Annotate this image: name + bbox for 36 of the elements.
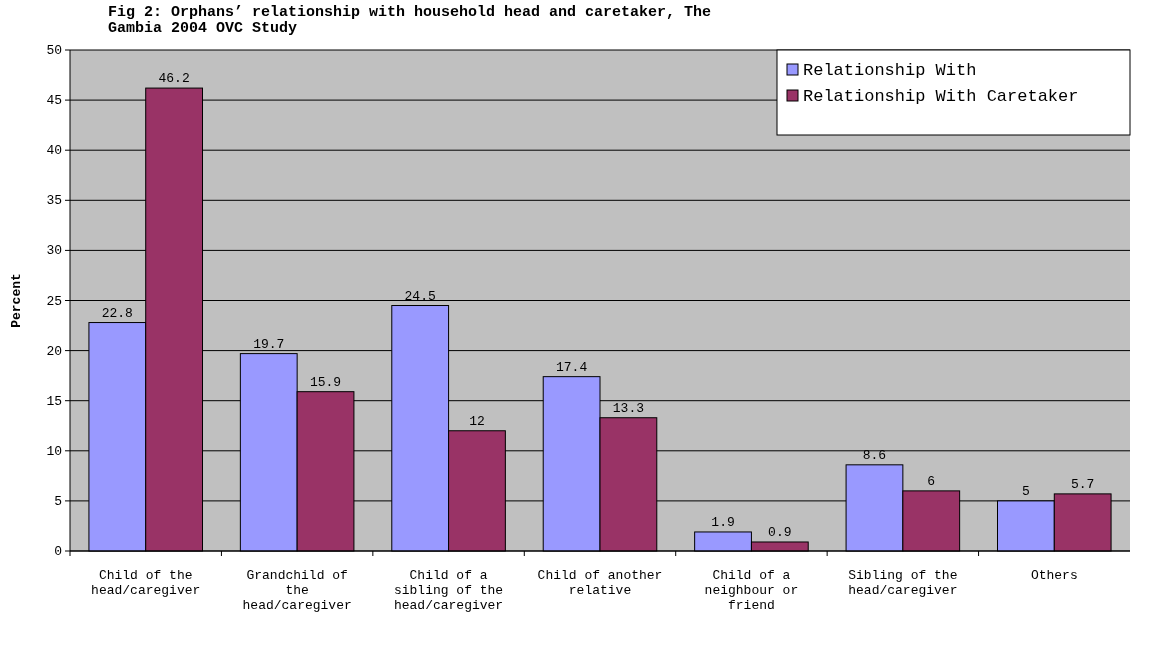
chart-title: Fig 2: Orphans’ relationship with household head and caretaker, The Gambia 2004 OVC Study: [108, 4, 712, 37]
data-label: 13.3: [612, 400, 644, 416]
y-tick-label: 50: [46, 43, 62, 58]
x-tick-label: Sibling of the head/caregiver: [848, 568, 958, 598]
data-label: 12: [469, 413, 485, 429]
x-tick-label: Child of a neighbour or friend: [704, 568, 799, 613]
x-tick-label: Others: [1030, 568, 1078, 583]
x-tick-label: Grandchild of the head/caregiver: [242, 568, 352, 613]
data-label: 5.7: [1070, 476, 1095, 492]
data-label: 5: [1021, 483, 1030, 499]
y-tick-label: 5: [54, 493, 62, 509]
y-tick-label: 45: [46, 93, 62, 109]
data-label: 0.9: [768, 524, 792, 540]
y-tick-label: 25: [46, 293, 62, 309]
data-label: 24.5: [404, 288, 436, 304]
y-tick-label: 15: [46, 393, 62, 409]
y-tick-label: 10: [46, 443, 62, 459]
data-label: 6: [927, 473, 936, 489]
data-label: 22.8: [101, 305, 133, 321]
legend-label: Relationship With Caretaker: [803, 87, 1079, 106]
y-tick-label: 20: [46, 343, 62, 359]
data-label: 8.6: [862, 447, 887, 463]
data-label: 46.2: [158, 71, 190, 87]
y-tick-label: 30: [46, 243, 62, 259]
data-label: 17.4: [556, 359, 588, 375]
legend-label: Relationship With: [803, 61, 977, 80]
y-axis-title: Percent: [9, 273, 24, 328]
data-label: 15.9: [309, 374, 342, 390]
y-tick-label: 35: [46, 193, 62, 209]
x-tick-label: Child of a sibling of the head/caregiver: [393, 568, 504, 613]
y-tick-label: 40: [46, 143, 62, 159]
x-tick-label: Child of another relative: [537, 568, 663, 598]
data-label: 1.9: [711, 514, 735, 530]
x-tick-label: Child of the head/caregiver: [91, 568, 201, 598]
y-tick-label: 0: [54, 544, 62, 559]
data-label: 19.7: [253, 336, 285, 352]
